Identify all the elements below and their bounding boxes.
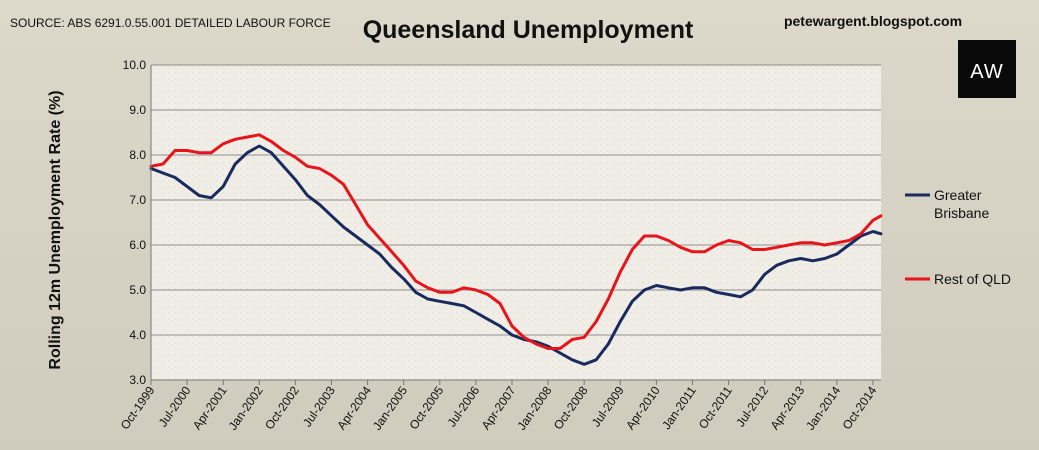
legend-label-brisbane-line2: Brisbane [934,205,989,221]
source-note: SOURCE: ABS 6291.0.55.001 DETAILED LABOU… [10,16,331,30]
plot-area [151,65,881,380]
series-lines [149,133,883,366]
logo-box [958,40,1016,98]
y-tick-label: 10.0 [123,58,147,72]
y-tick-label: 9.0 [129,103,146,117]
legend-label-brisbane-line1: Greater [934,187,982,203]
series-line-rest-of-qld [149,133,883,350]
site-name: petewargent.blogspot.com [784,13,962,29]
series-line-greater-brisbane [149,144,883,366]
y-axis-label: Rolling 12m Unemployment Rate (%) [47,90,64,369]
legend-label-rest-qld: Rest of QLD [934,271,1011,287]
y-tick-label: 8.0 [129,148,146,162]
legend: Greater Brisbane Rest of QLD [905,187,1011,287]
chart-title: Queensland Unemployment [363,16,694,44]
y-tick-label: 5.0 [129,283,146,297]
logo: AW [958,40,1016,98]
y-tick-label: 4.0 [129,328,146,342]
y-tick-label: 7.0 [129,193,146,207]
logo-text: AW [970,61,1003,83]
y-axis-ticks: 3.0 4.0 5.0 6.0 7.0 8.0 9.0 10.0 [123,58,147,387]
y-tick-label: 6.0 [129,238,146,252]
y-tick-label: 3.0 [129,373,146,387]
